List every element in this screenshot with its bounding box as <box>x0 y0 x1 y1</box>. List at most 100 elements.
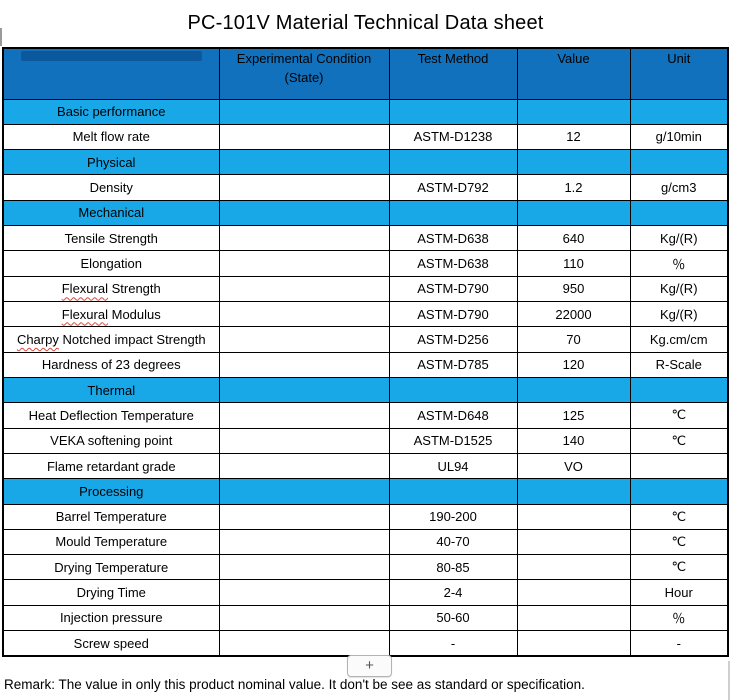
value-cell: 640 <box>516 225 631 252</box>
method-cell: ASTM-D648 <box>388 402 518 429</box>
table-row: Barrel Temperature 190-200 ℃ <box>2 503 729 530</box>
condition-cell <box>218 402 390 429</box>
condition-cell <box>218 478 390 505</box>
row-label-cell: Charpy Notched impact Strength <box>2 326 220 353</box>
row-label-cell: Screw speed <box>2 630 220 657</box>
table-row: Heat Deflection Temperature ASTM-D648 125 ℃ <box>2 402 729 429</box>
unit-cell: Kg/(R) <box>629 300 729 328</box>
condition-cell <box>218 604 390 632</box>
table-row: Tensile Strength ASTM-D638 640 Kg/(R) <box>2 225 729 252</box>
method-cell: ASTM-D638 <box>388 225 518 252</box>
table-body: Basic performance Melt flow rate ASTM-D123… <box>2 98 729 657</box>
condition-cell <box>218 300 390 328</box>
method-cell: 40-70 <box>388 528 518 556</box>
section-row: Processing <box>2 478 729 505</box>
header-row: Experimental Condition (State) Test Meth… <box>2 47 729 100</box>
condition-cell <box>218 452 390 480</box>
value-cell <box>516 478 631 505</box>
condition-cell <box>218 427 390 454</box>
unit-cell: ℃ <box>629 402 729 429</box>
method-cell: UL94 <box>388 452 518 480</box>
row-label-cell: Physical <box>2 149 220 176</box>
value-cell: 1.2 <box>516 174 631 201</box>
value-cell <box>516 149 631 176</box>
method-cell: ASTM-D638 <box>388 250 518 277</box>
table-row: Density ASTM-D792 1.2 g/cm3 <box>2 174 729 201</box>
method-cell <box>388 149 518 176</box>
header-condition-line1: Experimental Condition <box>236 51 372 66</box>
method-cell: - <box>388 630 518 657</box>
unit-cell: Kg/(R) <box>629 225 729 252</box>
table-row: Flexural Strength ASTM-D790 950 Kg/(R) <box>2 275 729 303</box>
unit-cell <box>629 452 729 480</box>
condition-cell <box>218 225 390 252</box>
method-cell: 190-200 <box>388 503 518 530</box>
method-cell: ASTM-D1525 <box>388 427 518 454</box>
condition-cell <box>218 98 390 125</box>
row-label-cell: Mould Temperature <box>2 528 220 556</box>
unit-cell: Kg/(R) <box>629 275 729 303</box>
unit-cell: Kg.cm/cm <box>629 326 729 353</box>
value-cell: 120 <box>516 351 631 378</box>
row-label-cell: Mechanical <box>2 199 220 227</box>
unit-cell: g/10min <box>629 123 729 151</box>
unit-cell: - <box>629 630 729 657</box>
value-cell: 950 <box>516 275 631 303</box>
unit-cell <box>629 149 729 176</box>
table-row: Flexural Modulus ASTM-D790 22000 Kg/(R) <box>2 300 729 328</box>
row-label-cell: Flexural Strength <box>2 275 220 303</box>
unit-cell: g/cm3 <box>629 174 729 201</box>
condition-cell <box>218 250 390 277</box>
table-row: Hardness of 23 degrees ASTM-D785 120 R-Scal… <box>2 351 729 378</box>
method-cell <box>388 376 518 404</box>
condition-cell <box>218 376 390 404</box>
row-label-cell: Injection pressure <box>2 604 220 632</box>
left-edge-artifact <box>0 28 2 46</box>
row-label-cell: VEKA softening point <box>2 427 220 454</box>
method-cell: ASTM-D256 <box>388 326 518 353</box>
section-row: Physical <box>2 149 729 176</box>
row-label-cell: Density <box>2 174 220 201</box>
value-cell: 22000 <box>516 300 631 328</box>
unit-cell: ℃ <box>629 528 729 556</box>
unit-cell: ％ <box>629 250 729 277</box>
header-cell-value: Value <box>516 47 631 100</box>
value-cell <box>516 630 631 657</box>
material-data-sheet-table: Experimental Condition (State) Test Meth… <box>2 47 729 657</box>
value-cell: 70 <box>516 326 631 353</box>
unit-cell: ℃ <box>629 503 729 530</box>
misspelled-word: Flexural <box>61 281 108 297</box>
misspelled-word: Flexural <box>61 306 108 322</box>
value-cell <box>516 604 631 632</box>
condition-cell <box>218 199 390 227</box>
condition-cell <box>218 630 390 657</box>
header-cell-method: Test Method <box>388 47 518 100</box>
page-title: PC-101V Material Technical Data sheet <box>187 12 544 34</box>
table-row: Drying Temperature 80-85 ℃ <box>2 554 729 581</box>
condition-cell <box>218 123 390 151</box>
method-cell: ASTM-D785 <box>388 351 518 378</box>
table-row: Mould Temperature 40-70 ℃ <box>2 528 729 556</box>
condition-cell <box>218 326 390 353</box>
header-cell-unit: Unit <box>629 47 729 100</box>
table-row: Injection pressure 50-60 ％ <box>2 604 729 632</box>
row-label-cell: Basic performance <box>2 98 220 125</box>
row-label-cell: Barrel Temperature <box>2 503 220 530</box>
value-cell: 140 <box>516 427 631 454</box>
value-cell <box>516 579 631 606</box>
table-row: Melt flow rate ASTM-D1238 12 g/10min <box>2 123 729 151</box>
method-cell: ASTM-D1238 <box>388 123 518 151</box>
row-label-cell: Flame retardant grade <box>2 452 220 480</box>
obscured-text <box>20 51 202 61</box>
add-row-button[interactable]: + <box>347 655 392 677</box>
value-cell: 125 <box>516 402 631 429</box>
method-cell <box>388 478 518 505</box>
value-cell <box>516 503 631 530</box>
table-row: Charpy Notched impact Strength ASTM-D256 7… <box>2 326 729 353</box>
method-cell: 2-4 <box>388 579 518 606</box>
section-row: Thermal <box>2 376 729 404</box>
unit-cell <box>629 199 729 227</box>
section-row: Basic performance <box>2 98 729 125</box>
value-cell <box>516 528 631 556</box>
value-cell <box>516 199 631 227</box>
